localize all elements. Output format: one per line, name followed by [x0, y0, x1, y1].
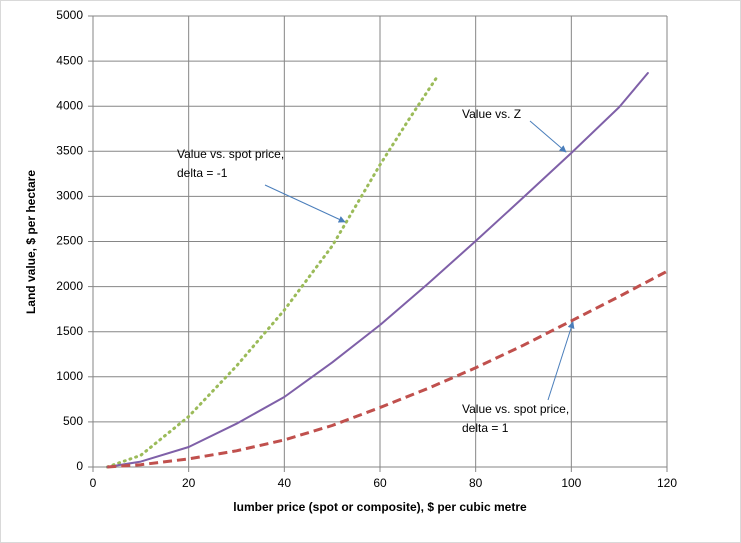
- y-tick-label: 4500: [56, 53, 83, 67]
- series-line: [107, 269, 668, 469]
- x-tick-label: 60: [373, 476, 387, 490]
- y-tick-label: 4000: [56, 98, 83, 112]
- annotation-arrow: [529, 120, 567, 153]
- x-tick-label: 100: [561, 476, 581, 490]
- annotation-arrow: [264, 184, 346, 223]
- y-tick-label: 5000: [56, 8, 83, 22]
- x-tick-label: 80: [469, 476, 483, 490]
- y-tick-label: 0: [76, 459, 83, 473]
- y-tick-label: 3000: [56, 189, 83, 203]
- x-tick-label: 0: [90, 476, 97, 490]
- annotation-text: Value vs. spot price,: [177, 147, 284, 161]
- y-tick-label: 1000: [56, 369, 83, 383]
- y-tick-label: 500: [63, 414, 83, 428]
- annotation-text: delta = -1: [177, 166, 228, 180]
- series-line: [106, 72, 649, 468]
- y-tick-label: 2500: [56, 234, 83, 248]
- series-line: [105, 74, 439, 469]
- annotation-text: Value vs. Z: [462, 107, 521, 121]
- x-tick-label: 40: [278, 476, 292, 490]
- y-tick-label: 3500: [56, 143, 83, 157]
- y-axis-label: Land value, $ per hectare: [24, 170, 38, 314]
- y-tick-label: 2000: [56, 279, 83, 293]
- annotation-text: Value vs. spot price,: [462, 402, 569, 416]
- y-tick-label: 1500: [56, 324, 83, 338]
- annotation-text: delta = 1: [462, 421, 509, 435]
- x-axis-label: lumber price (spot or composite), $ per …: [233, 500, 527, 514]
- x-tick-label: 120: [657, 476, 677, 490]
- annotation-arrow: [547, 321, 575, 401]
- x-tick-label: 20: [182, 476, 196, 490]
